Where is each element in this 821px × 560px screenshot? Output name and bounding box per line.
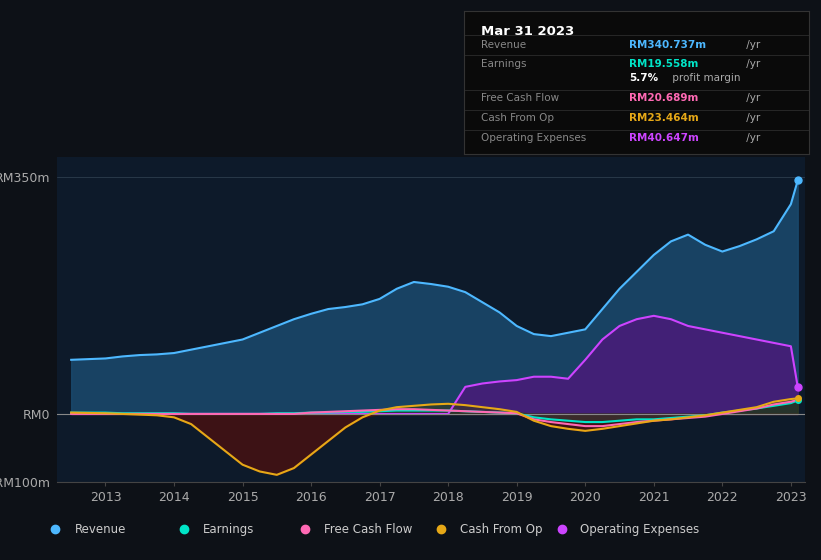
Text: /yr: /yr (743, 59, 760, 69)
Text: Operating Expenses: Operating Expenses (481, 133, 586, 143)
Text: RM340.737m: RM340.737m (630, 40, 707, 50)
Text: RM40.647m: RM40.647m (630, 133, 699, 143)
Text: /yr: /yr (743, 40, 760, 50)
Text: Earnings: Earnings (203, 522, 255, 536)
Text: /yr: /yr (743, 113, 760, 123)
Text: RM19.558m: RM19.558m (630, 59, 699, 69)
Text: Cash From Op: Cash From Op (460, 522, 542, 536)
Text: 5.7%: 5.7% (630, 73, 658, 83)
Text: /yr: /yr (743, 94, 760, 103)
Text: Revenue: Revenue (75, 522, 126, 536)
Text: Cash From Op: Cash From Op (481, 113, 554, 123)
Text: Operating Expenses: Operating Expenses (580, 522, 699, 536)
Text: profit margin: profit margin (669, 73, 741, 83)
Text: RM20.689m: RM20.689m (630, 94, 699, 103)
Text: Free Cash Flow: Free Cash Flow (323, 522, 412, 536)
Text: RM23.464m: RM23.464m (630, 113, 699, 123)
Text: Mar 31 2023: Mar 31 2023 (481, 26, 575, 39)
Text: /yr: /yr (743, 133, 760, 143)
Text: Free Cash Flow: Free Cash Flow (481, 94, 559, 103)
Text: Revenue: Revenue (481, 40, 526, 50)
Text: Earnings: Earnings (481, 59, 526, 69)
